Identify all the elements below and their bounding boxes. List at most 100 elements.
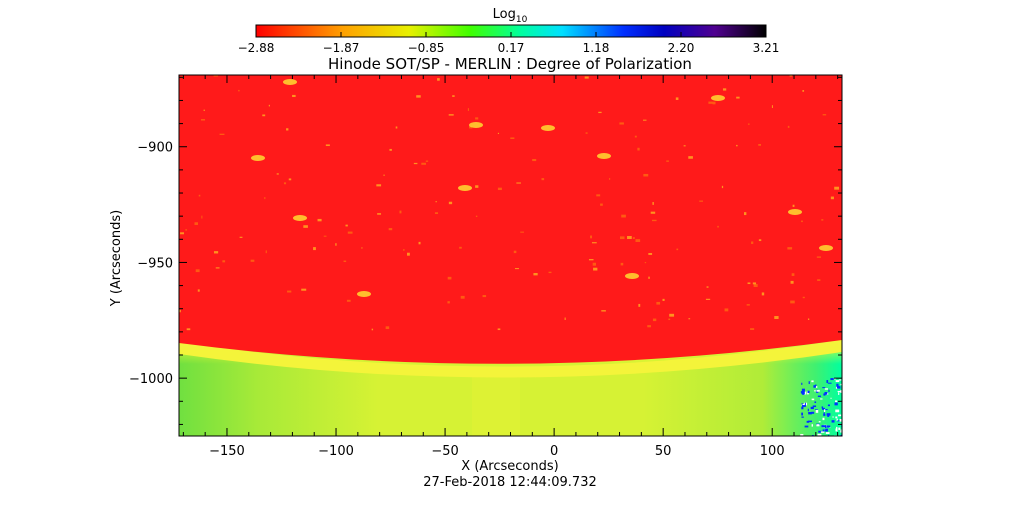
polarization-patch bbox=[459, 246, 462, 249]
colorbar-tick-label: 1.18 bbox=[583, 41, 610, 55]
polarization-patch bbox=[262, 114, 266, 117]
instrument-seam bbox=[472, 372, 520, 436]
colorbar-label: Log10 bbox=[493, 7, 528, 25]
polarization-patch bbox=[548, 271, 552, 274]
noise-pixel bbox=[827, 382, 832, 384]
noise-pixel bbox=[838, 427, 841, 430]
noise-pixel bbox=[835, 400, 838, 403]
polarization-patch bbox=[198, 194, 201, 197]
polarization-patch bbox=[346, 299, 351, 302]
polarization-patch bbox=[771, 105, 773, 109]
noise-pixel bbox=[811, 398, 815, 401]
polarization-patch bbox=[642, 119, 647, 121]
polarization-patch bbox=[620, 262, 624, 266]
polarization-patch bbox=[403, 249, 405, 251]
polarization-patch bbox=[619, 236, 625, 240]
polarization-patch bbox=[268, 104, 270, 107]
polarization-patch bbox=[325, 144, 330, 147]
polarization-patch bbox=[666, 160, 669, 162]
polarization-patch bbox=[761, 292, 765, 296]
polarization-patch bbox=[706, 286, 709, 288]
noise-pixel bbox=[801, 412, 804, 416]
noise-pixel bbox=[816, 389, 820, 392]
polarization-patch bbox=[475, 185, 479, 188]
polarization-patch bbox=[644, 262, 647, 264]
x-axis: −150 −100 −50 0 50 100 bbox=[182, 75, 839, 459]
noise-pixel bbox=[836, 383, 839, 387]
polarization-patch bbox=[475, 215, 478, 217]
noise-pixel bbox=[824, 409, 828, 411]
noise-pixel bbox=[828, 434, 830, 436]
noise-pixel bbox=[811, 424, 813, 427]
polarization-patch bbox=[303, 225, 308, 228]
polarization-patch bbox=[283, 182, 287, 185]
noise-pixel bbox=[814, 401, 817, 404]
polarization-patch bbox=[758, 239, 762, 242]
noise-pixel bbox=[840, 430, 842, 433]
polarization-patch bbox=[203, 109, 205, 111]
noise-pixel bbox=[826, 425, 831, 428]
polarization-patch bbox=[792, 204, 795, 207]
polarization-patch bbox=[264, 197, 266, 200]
polarization-patch bbox=[608, 178, 611, 180]
noise-pixel bbox=[839, 419, 842, 422]
noise-pixel bbox=[822, 417, 825, 421]
polarization-patch bbox=[708, 101, 713, 104]
polarization-patch bbox=[648, 276, 650, 279]
polarization-patch bbox=[619, 122, 624, 125]
noise-pixel bbox=[822, 387, 826, 389]
polarization-patch bbox=[743, 212, 747, 216]
polarization-patch bbox=[347, 231, 353, 234]
polarization-patch bbox=[736, 144, 738, 147]
noise-pixel bbox=[826, 413, 831, 416]
bright-patch bbox=[283, 79, 297, 85]
polarization-patch bbox=[593, 267, 598, 271]
noise-pixel bbox=[824, 388, 828, 390]
noise-pixel bbox=[817, 395, 821, 398]
noise-pixel bbox=[840, 390, 842, 393]
polarization-patch bbox=[222, 260, 226, 263]
bright-patch bbox=[711, 95, 725, 101]
noise-pixel bbox=[838, 379, 842, 381]
polarization-patch bbox=[596, 194, 601, 197]
polarization-patch bbox=[497, 328, 501, 331]
polarization-patch bbox=[817, 279, 821, 281]
polarization-patch bbox=[791, 273, 795, 276]
polarization-patch bbox=[834, 186, 840, 190]
colorbar-label-subscript: 10 bbox=[516, 15, 528, 25]
polarization-patch bbox=[406, 252, 410, 256]
y-tick-label: −950 bbox=[137, 256, 173, 271]
polarization-patch bbox=[447, 301, 450, 304]
noise-pixel bbox=[834, 402, 838, 406]
polarization-patch bbox=[717, 225, 719, 228]
polarization-patch bbox=[213, 75, 219, 77]
polarization-patch bbox=[416, 95, 421, 98]
polarization-patch bbox=[592, 262, 596, 266]
polarization-patch bbox=[634, 135, 637, 138]
polarization-patch bbox=[383, 174, 385, 176]
polarization-patch bbox=[418, 241, 421, 245]
polarization-patch bbox=[601, 310, 606, 312]
noise-pixel bbox=[821, 406, 824, 409]
polarization-patch bbox=[452, 95, 455, 97]
noise-pixel bbox=[807, 420, 812, 423]
noise-pixel bbox=[814, 389, 816, 392]
polarization-patch bbox=[435, 201, 437, 203]
colorbar-tick-label: −2.88 bbox=[238, 41, 275, 55]
noise-pixel bbox=[835, 416, 838, 419]
noise-pixel bbox=[835, 380, 840, 383]
polarization-patch bbox=[585, 132, 588, 134]
polarization-patch bbox=[201, 119, 206, 121]
noise-pixel bbox=[833, 378, 837, 380]
polarization-patch bbox=[699, 200, 703, 202]
polarization-patch bbox=[750, 328, 755, 330]
noise-pixel bbox=[808, 412, 812, 415]
polarization-patch bbox=[514, 268, 519, 270]
polarization-patch bbox=[385, 326, 390, 330]
polarization-patch bbox=[541, 178, 545, 181]
noise-pixel bbox=[801, 402, 803, 405]
polarization-patch bbox=[643, 173, 649, 177]
polarization-patch bbox=[323, 235, 327, 237]
noise-pixel bbox=[835, 428, 838, 431]
polarization-patch bbox=[638, 303, 641, 307]
